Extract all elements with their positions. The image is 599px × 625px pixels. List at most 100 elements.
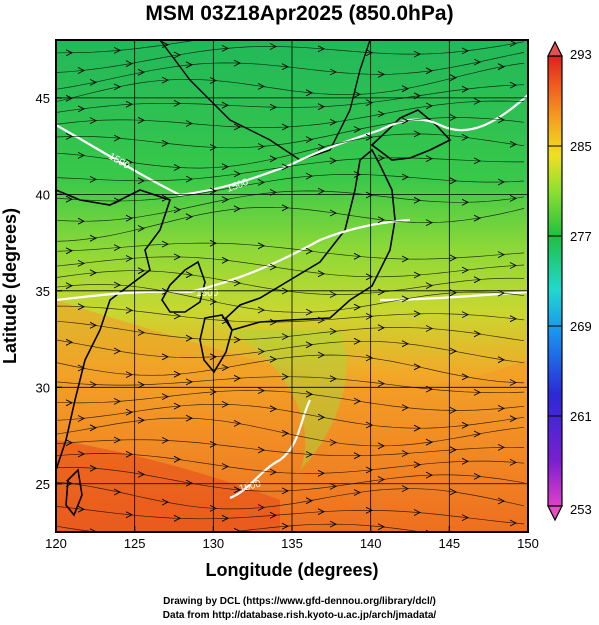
streamline-arrow bbox=[473, 97, 482, 105]
streamline-arrow bbox=[89, 269, 98, 277]
streamline-arrow bbox=[257, 82, 266, 90]
streamline-arrow bbox=[209, 440, 218, 448]
streamline-arrow bbox=[233, 486, 242, 494]
streamline bbox=[56, 376, 525, 394]
x-tick-label: 145 bbox=[438, 536, 460, 551]
streamline-arrow bbox=[269, 155, 278, 163]
streamline-arrow bbox=[509, 40, 518, 47]
y-tick-label: 30 bbox=[36, 380, 50, 395]
streamline-arrow bbox=[365, 466, 374, 474]
streamline-arrow bbox=[125, 306, 134, 314]
streamline bbox=[56, 52, 525, 90]
streamline-arrow bbox=[401, 173, 410, 181]
streamline-arrow bbox=[473, 276, 482, 284]
streamline-arrow bbox=[221, 514, 230, 522]
colorbar-tick-label: 253 bbox=[570, 502, 592, 517]
streamline-arrow bbox=[473, 214, 482, 222]
streamline-arrow bbox=[365, 354, 374, 362]
streamline-arrow bbox=[257, 178, 266, 186]
streamline-arrow bbox=[209, 239, 218, 247]
streamline-arrow bbox=[317, 45, 326, 53]
streamline-arrow bbox=[137, 225, 146, 232]
streamline bbox=[56, 417, 525, 447]
streamline bbox=[56, 133, 525, 169]
streamline-arrow bbox=[173, 206, 182, 214]
streamline-arrow bbox=[77, 415, 86, 422]
y-tick-label: 40 bbox=[36, 187, 50, 202]
streamline-arrow bbox=[185, 61, 194, 69]
streamline-arrow bbox=[449, 347, 458, 355]
streamline bbox=[56, 157, 524, 182]
streamline-arrow bbox=[509, 315, 518, 323]
streamline-arrow bbox=[113, 46, 122, 54]
streamline-arrow bbox=[353, 489, 362, 496]
streamline-arrow bbox=[137, 116, 146, 124]
streamline-arrow bbox=[461, 85, 470, 93]
streamline-arrow bbox=[473, 157, 482, 165]
streamline-arrow bbox=[257, 387, 266, 395]
streamline-arrow bbox=[221, 163, 230, 171]
streamline-arrow bbox=[125, 214, 134, 222]
streamline-arrow bbox=[65, 247, 74, 255]
streamline-arrow bbox=[185, 213, 194, 221]
streamline-arrow bbox=[306, 27, 312, 33]
streamline bbox=[56, 523, 424, 532]
streamline-arrow bbox=[233, 279, 242, 287]
streamline-arrow bbox=[413, 509, 422, 516]
streamline-arrow bbox=[449, 74, 458, 82]
streamline-arrow bbox=[113, 436, 122, 444]
streamline-arrow bbox=[461, 311, 470, 319]
streamline-arrow bbox=[185, 120, 194, 127]
streamline-arrow bbox=[161, 240, 170, 248]
colorbar-tick-label: 269 bbox=[570, 319, 592, 334]
streamline-arrow bbox=[89, 175, 98, 183]
streamline-arrow bbox=[401, 295, 410, 303]
streamline-arrow bbox=[425, 155, 434, 163]
streamline-arrow bbox=[89, 78, 98, 86]
streamline-arrow bbox=[185, 414, 194, 422]
streamline-arrow bbox=[281, 487, 290, 495]
streamline-arrow bbox=[137, 267, 146, 275]
streamline bbox=[56, 40, 201, 54]
streamline-arrow bbox=[173, 253, 182, 261]
streamline-arrow bbox=[161, 41, 170, 49]
streamline-arrow bbox=[89, 381, 98, 389]
footer-credit: Drawing by DCL (https://www.gfd-dennou.o… bbox=[163, 596, 436, 607]
streamline-arrow bbox=[305, 390, 314, 398]
streamline-arrow bbox=[353, 252, 362, 260]
streamline-arrow bbox=[497, 116, 506, 124]
streamline-arrow bbox=[137, 470, 146, 478]
streamline-arrow bbox=[461, 421, 470, 429]
streamline-arrow bbox=[113, 488, 122, 496]
streamline-arrow bbox=[281, 204, 290, 212]
streamline bbox=[56, 100, 525, 128]
streamline bbox=[56, 190, 525, 222]
streamline-arrow bbox=[209, 187, 218, 195]
streamline-arrow bbox=[461, 457, 470, 465]
streamline-arrow bbox=[449, 488, 458, 496]
streamline-arrow bbox=[65, 399, 74, 407]
streamline-arrow bbox=[77, 364, 86, 372]
streamline-arrow bbox=[473, 58, 482, 66]
streamline-arrow bbox=[353, 397, 362, 405]
streamline-arrow bbox=[401, 117, 410, 125]
streamline-arrow bbox=[450, 31, 456, 37]
streamline-arrow bbox=[65, 49, 74, 57]
colorbar bbox=[547, 55, 563, 507]
streamline-arrow bbox=[509, 81, 518, 89]
streamline-arrow bbox=[413, 424, 422, 432]
streamline-arrow bbox=[221, 364, 230, 372]
streamline-arrow bbox=[125, 408, 134, 416]
contour-line-north bbox=[56, 94, 528, 197]
streamline-arrow bbox=[329, 157, 338, 165]
cool-region-east bbox=[230, 330, 347, 470]
x-tick-label: 150 bbox=[517, 536, 539, 551]
streamline-arrow bbox=[353, 171, 362, 178]
streamline-arrow bbox=[401, 255, 410, 263]
streamline-arrow bbox=[77, 259, 86, 267]
streamline-arrow bbox=[329, 439, 338, 446]
streamline-arrow bbox=[113, 347, 122, 355]
streamline-arrow bbox=[269, 318, 278, 326]
streamline-arrow bbox=[185, 271, 194, 279]
